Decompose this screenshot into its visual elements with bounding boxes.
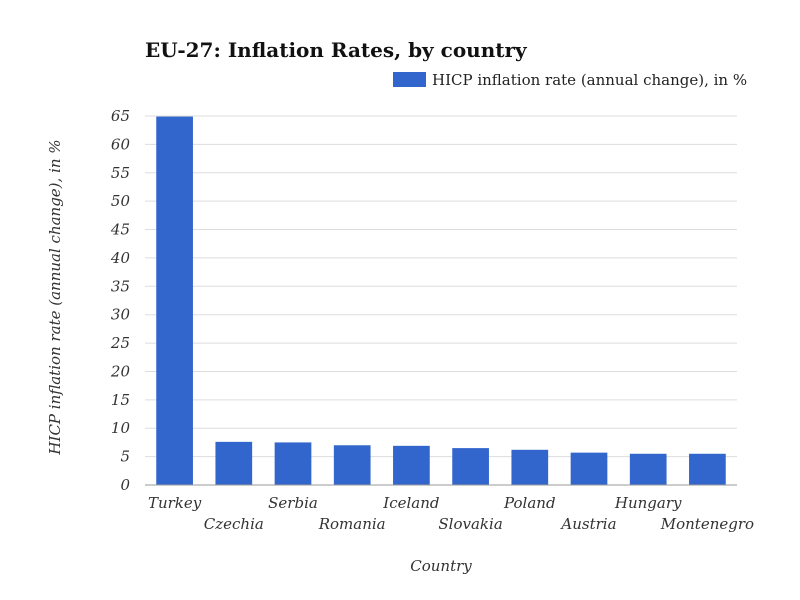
y-tick-label: 30 xyxy=(111,306,131,324)
bar-czechia xyxy=(215,441,253,485)
y-tick-label: 25 xyxy=(110,334,130,352)
y-tick-label: 60 xyxy=(111,135,131,153)
bars xyxy=(156,116,726,486)
x-tick-label: Serbia xyxy=(268,494,318,512)
y-tick-label: 15 xyxy=(111,391,130,409)
gridlines xyxy=(145,115,737,458)
y-tick-label: 55 xyxy=(111,164,130,182)
x-axis-title: Country xyxy=(410,557,472,575)
bar-serbia xyxy=(274,442,312,485)
legend: HICP inflation rate (annual change), in … xyxy=(393,71,747,89)
y-tick-label: 10 xyxy=(111,419,131,437)
legend-label: HICP inflation rate (annual change), in … xyxy=(432,71,747,89)
y-tick-label: 45 xyxy=(110,221,130,239)
y-tick-label: 50 xyxy=(111,192,131,210)
y-tick-label: 0 xyxy=(120,476,130,494)
bar-romania xyxy=(333,445,371,485)
bar-hungary xyxy=(629,453,667,485)
x-tick-label: Romania xyxy=(318,515,386,533)
bar-poland xyxy=(511,449,549,485)
x-tick-label: Austria xyxy=(559,515,616,533)
bar-turkey xyxy=(156,116,193,486)
bar-montenegro xyxy=(689,453,726,485)
y-tick-label: 35 xyxy=(111,277,130,295)
bar-slovakia xyxy=(452,448,489,485)
bar-iceland xyxy=(393,445,430,485)
y-tick-label: 40 xyxy=(110,249,131,267)
x-tick-label: Poland xyxy=(503,494,556,512)
chart-title: EU-27: Inflation Rates, by country xyxy=(145,38,528,62)
x-tick-label: Iceland xyxy=(382,494,439,512)
x-tick-label: Czechia xyxy=(204,515,264,533)
x-tick-label: Hungary xyxy=(614,494,682,512)
y-axis-ticks: 0 5 10 15 20 25 30 35 40 45 50 55 60 65 xyxy=(110,107,131,494)
y-tick-label: 65 xyxy=(111,107,130,125)
x-tick-label: Montenegro xyxy=(660,515,754,533)
y-tick-label: 5 xyxy=(120,448,130,466)
legend-swatch xyxy=(393,72,426,87)
bar-austria xyxy=(570,452,608,485)
y-tick-label: 20 xyxy=(110,362,131,380)
x-tick-label: Turkey xyxy=(148,494,202,512)
y-axis-title: HICP inflation rate (annual change), in … xyxy=(46,139,64,455)
x-tick-label: Slovakia xyxy=(438,515,502,533)
